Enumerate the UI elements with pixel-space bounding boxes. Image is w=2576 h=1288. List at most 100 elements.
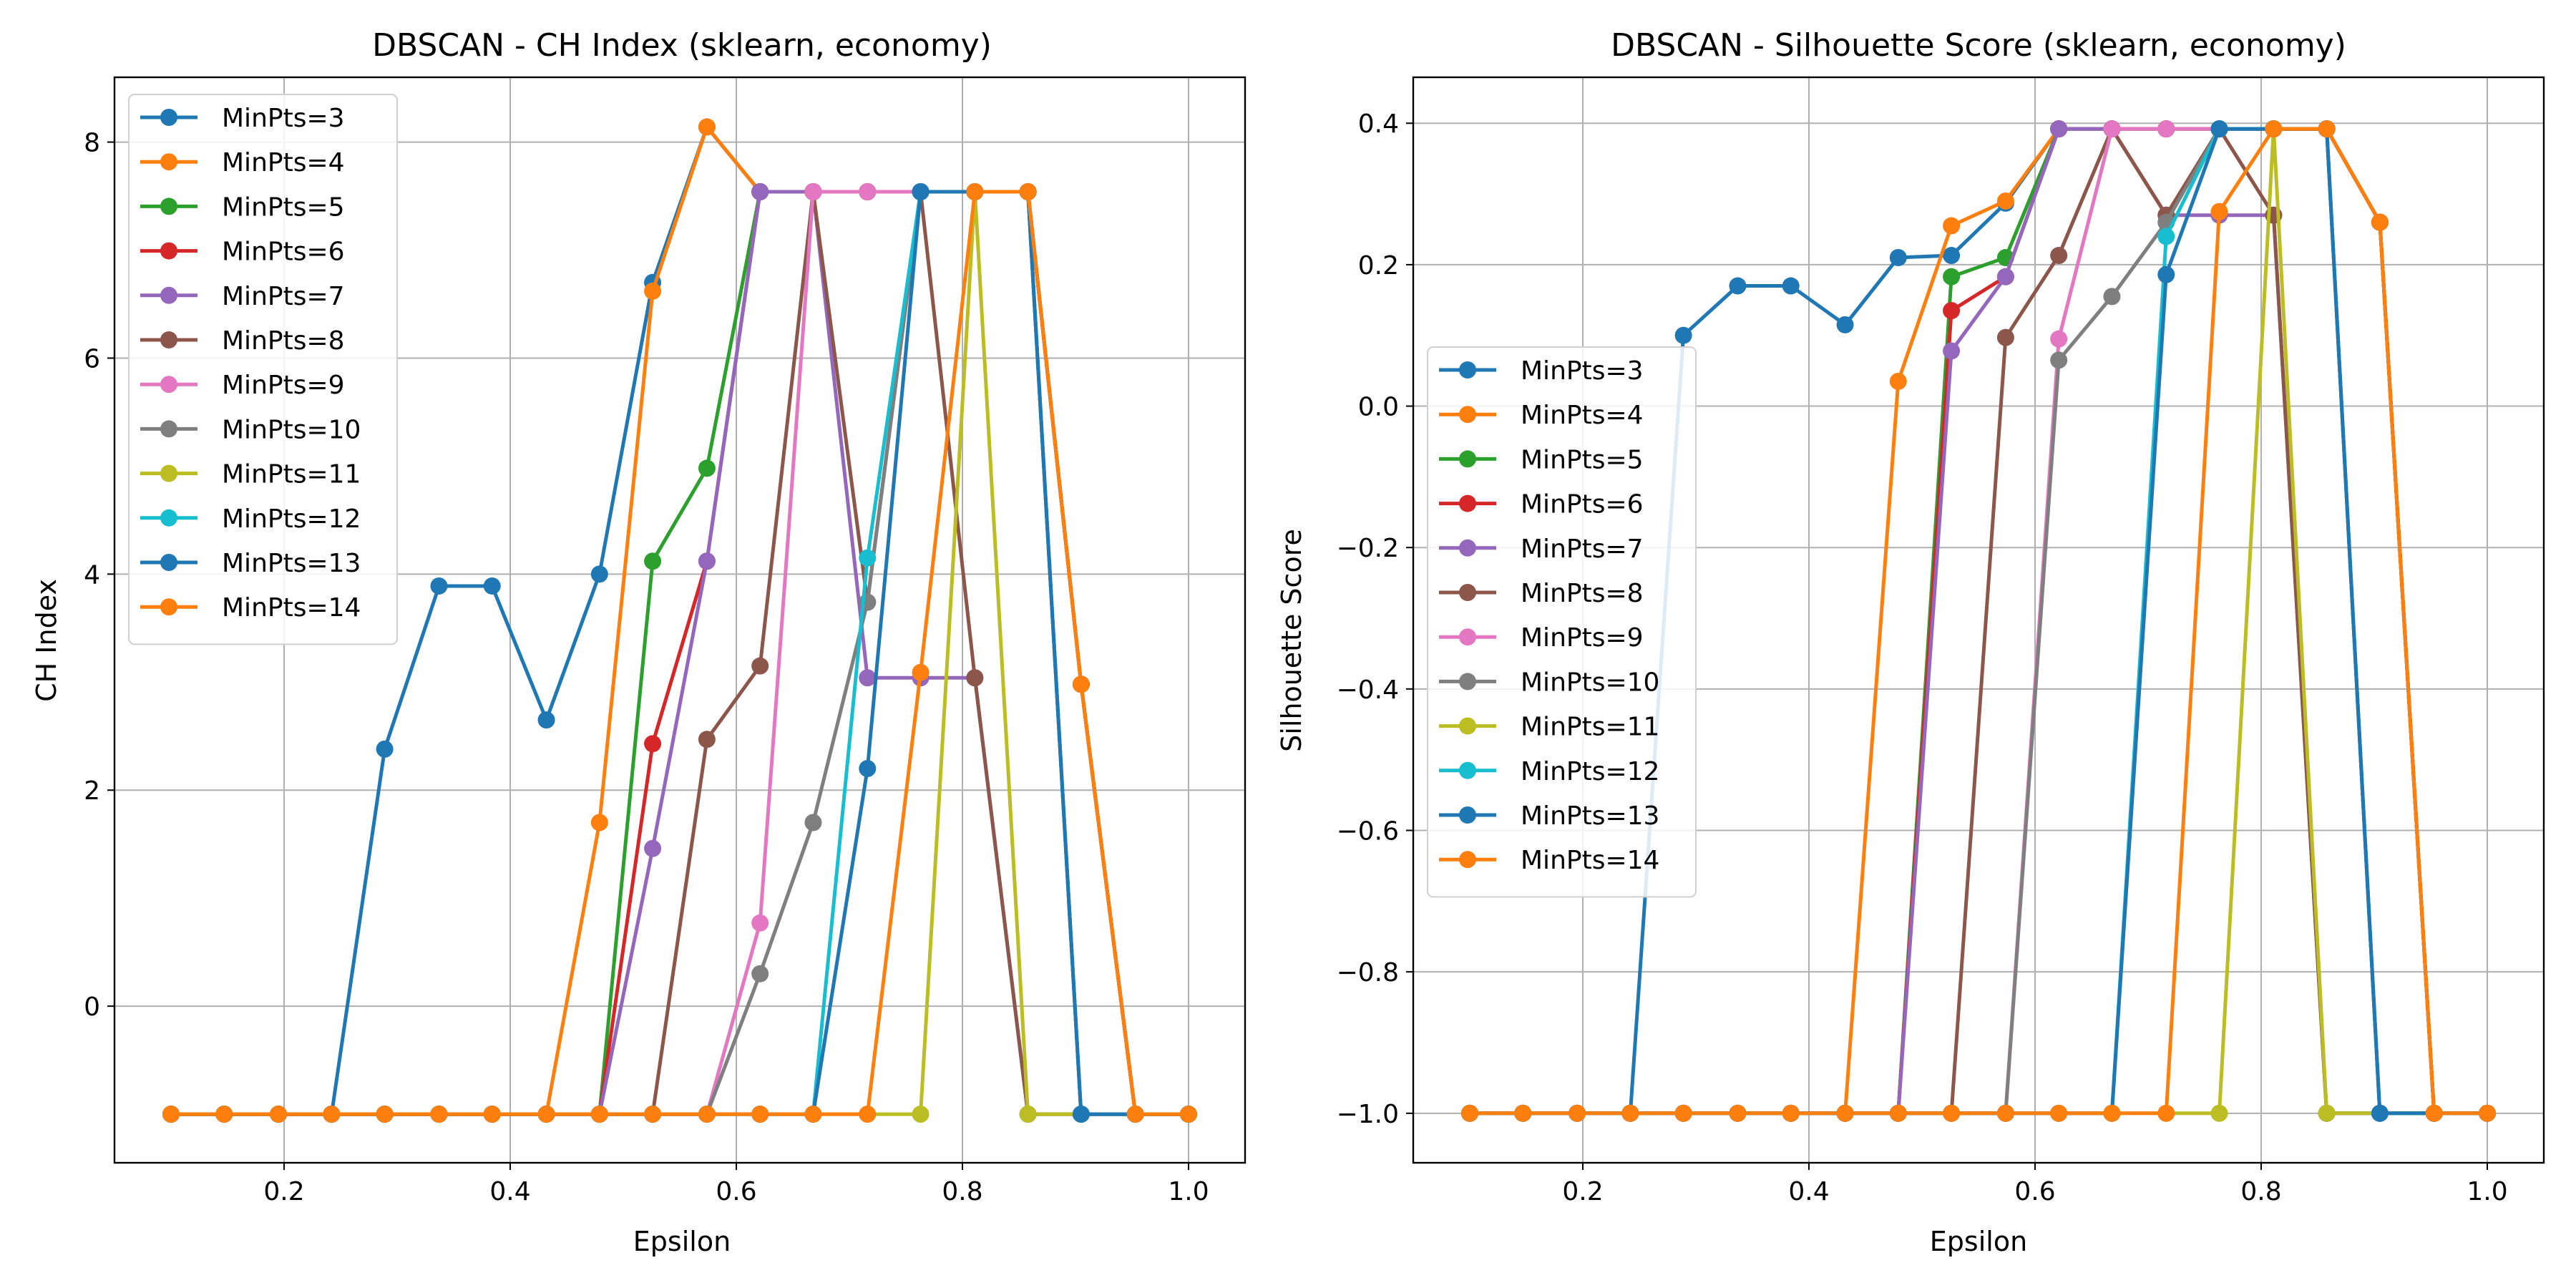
legend-item: MinPts=11: [1439, 713, 1659, 742]
data-point: [644, 1106, 662, 1123]
data-point: [590, 814, 608, 831]
data-point: [859, 760, 877, 778]
legend-label: MinPts=14: [222, 593, 361, 623]
data-point: [2157, 1104, 2175, 1122]
x-tick-label: 0.6: [716, 1177, 756, 1206]
data-point: [751, 657, 769, 675]
data-point: [1782, 1104, 1800, 1122]
legend-marker: [1459, 628, 1476, 646]
legend-marker: [160, 509, 177, 527]
legend-label: MinPts=4: [1521, 401, 1644, 430]
data-point: [1514, 1104, 1532, 1122]
data-point: [1836, 1104, 1854, 1122]
x-tick-label: 0.2: [263, 1177, 304, 1206]
data-point: [1568, 1104, 1586, 1122]
legend-marker: [160, 464, 177, 482]
legend-marker: [160, 109, 177, 126]
legend-item: MinPts=12: [140, 504, 361, 534]
data-point: [590, 565, 608, 583]
y-tick-label: 0.2: [1358, 251, 1399, 280]
legend-label: MinPts=3: [1521, 356, 1644, 386]
x-axis-label: Epsilon: [1930, 1226, 2027, 1257]
legend-item: MinPts=5: [140, 192, 345, 222]
y-tick-label: −0.4: [1337, 675, 1399, 705]
data-point: [2050, 1104, 2068, 1122]
legend: MinPts=3 MinPts=4 MinPts=5 MinPts=6 MinPts=7…: [1427, 346, 1697, 898]
axes-frame: [1412, 76, 2545, 1164]
plot-area: [1461, 120, 2496, 1122]
legend-label: MinPts=9: [222, 371, 345, 400]
legend-label: MinPts=6: [1521, 490, 1644, 519]
x-tick-label: 0.2: [1562, 1177, 1603, 1206]
data-point: [2210, 1104, 2228, 1122]
series-line: [171, 190, 1189, 1116]
legend-label: MinPts=9: [1521, 623, 1644, 653]
data-point: [162, 1106, 180, 1123]
data-point: [804, 1106, 822, 1123]
x-tick-label: 0.6: [2014, 1177, 2055, 1206]
legend-item: MinPts=3: [1439, 356, 1644, 386]
legend-item: MinPts=3: [140, 104, 345, 133]
chart-title: DBSCAN - Silhouette Score (sklearn, econ…: [1611, 27, 2346, 64]
legend-label: MinPts=7: [222, 282, 345, 311]
legend-item: MinPts=9: [140, 371, 345, 400]
legend-marker: [160, 153, 177, 171]
data-point: [590, 1106, 608, 1123]
data-point: [537, 1106, 555, 1123]
legend-label: MinPts=8: [222, 326, 345, 356]
legend-marker: [1459, 406, 1476, 424]
y-axis-label: Silhouette Score: [1276, 529, 1307, 752]
legend-item: MinPts=6: [1439, 490, 1644, 519]
legend-marker: [1459, 450, 1476, 468]
legend-box: [128, 94, 398, 645]
data-point: [1943, 247, 1961, 265]
data-point: [1943, 268, 1961, 286]
x-tick-label: 1.0: [2467, 1177, 2507, 1206]
y-tick-label: 0: [84, 992, 100, 1022]
legend-label: MinPts=11: [1521, 713, 1659, 742]
data-point: [644, 552, 662, 570]
legend-marker: [1459, 539, 1476, 557]
legend-label: MinPts=13: [1521, 801, 1659, 831]
data-point: [698, 118, 716, 136]
legend-label: MinPts=4: [222, 148, 345, 177]
data-point: [537, 711, 555, 729]
data-point: [483, 1106, 501, 1123]
data-point: [1674, 326, 1692, 344]
legend-item: MinPts=14: [140, 593, 361, 623]
legend-item: MinPts=10: [1439, 668, 1659, 697]
x-tick-label: 0.8: [2240, 1177, 2281, 1206]
series-minpts-14: [1461, 120, 2496, 1122]
legend-marker: [1459, 673, 1476, 691]
x-tick-label: 0.4: [489, 1177, 530, 1206]
data-point: [2050, 120, 2068, 138]
legend-label: MinPts=10: [1521, 668, 1659, 697]
data-point: [698, 1106, 716, 1123]
data-point: [1889, 1104, 1907, 1122]
axis-ticks: 0.2 0.4 0.6 0.8 1.0 0 2 4 6 8: [84, 129, 1209, 1206]
data-point: [644, 735, 662, 753]
legend-label: MinPts=12: [222, 504, 361, 534]
data-point: [1621, 1104, 1639, 1122]
legend-item: MinPts=14: [1439, 846, 1659, 875]
chart-silhouette-score: DBSCAN - Silhouette Score (sklearn, econ…: [1276, 27, 2545, 1257]
data-point: [751, 965, 769, 982]
y-tick-label: 0.4: [1358, 109, 1399, 139]
legend-marker: [1459, 494, 1476, 512]
legend-marker: [1459, 851, 1476, 869]
data-point: [1889, 372, 1907, 390]
data-point: [2050, 330, 2068, 348]
data-point: [698, 731, 716, 748]
legend-item: MinPts=11: [140, 460, 361, 489]
legend-marker: [160, 197, 177, 215]
legend-label: MinPts=13: [222, 549, 361, 578]
plot-area: [162, 118, 1197, 1123]
data-point: [912, 183, 930, 201]
data-point: [2157, 228, 2175, 245]
y-tick-label: 4: [84, 560, 100, 590]
data-point: [1674, 1104, 1692, 1122]
legend-item: MinPts=13: [140, 549, 361, 578]
axes-frame: [113, 76, 1246, 1164]
y-tick-label: −1.0: [1337, 1100, 1399, 1129]
